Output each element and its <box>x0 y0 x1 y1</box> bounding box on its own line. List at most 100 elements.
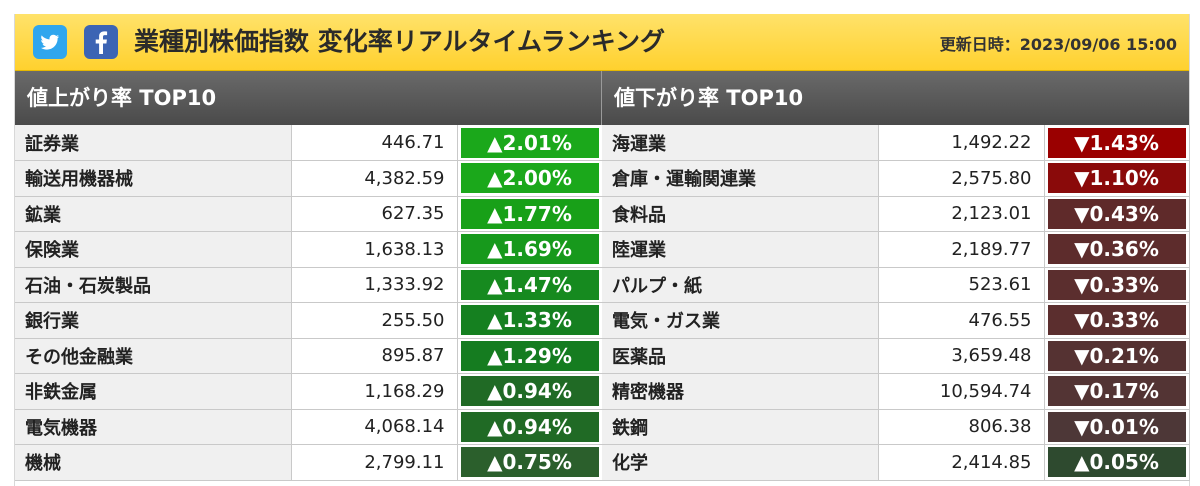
change-cell: ▲1.29% <box>457 338 603 374</box>
index-value: 1,333.92 <box>291 267 458 303</box>
page-title: 業種別株価指数 変化率リアルタイムランキング <box>134 27 665 56</box>
change-rate-badge: ▲0.75% <box>460 447 599 478</box>
table-row[interactable]: 電気・ガス業 476.55 ▼0.33% <box>602 302 1190 339</box>
change-cell: ▼0.43% <box>1044 196 1190 232</box>
sector-name: 倉庫・運輸関連業 <box>602 160 879 197</box>
change-cell: ▼0.33% <box>1044 302 1190 339</box>
table-row[interactable]: 倉庫・運輸関連業 2,575.80 ▼1.10% <box>602 160 1190 197</box>
change-rate-badge: ▼0.33% <box>1047 269 1186 300</box>
index-value: 895.87 <box>291 338 458 374</box>
table-row[interactable]: パルプ・紙 523.61 ▼0.33% <box>602 267 1190 303</box>
change-rate-badge: ▼0.33% <box>1047 305 1186 336</box>
change-rate-badge: ▲0.94% <box>460 376 599 407</box>
table-row[interactable]: 食料品 2,123.01 ▼0.43% <box>602 196 1190 232</box>
sector-name: 非鉄金属 <box>15 373 292 410</box>
change-rate-badge: ▲1.77% <box>460 198 599 229</box>
table-row[interactable]: 精密機器 10,594.74 ▼0.17% <box>602 373 1190 410</box>
change-rate-badge: ▼0.01% <box>1047 411 1186 442</box>
change-rate-badge: ▼0.36% <box>1047 234 1186 265</box>
sector-name: 食料品 <box>602 196 879 232</box>
table-row[interactable]: 銀行業 255.50 ▲1.33% <box>15 302 603 339</box>
table-row[interactable]: 輸送用機器械 4,382.59 ▲2.00% <box>15 160 603 197</box>
sector-name: 銀行業 <box>15 302 292 339</box>
table-row[interactable]: 陸運業 2,189.77 ▼0.36% <box>602 231 1190 268</box>
sector-name: 保険業 <box>15 231 292 268</box>
table-row[interactable]: その他金融業 895.87 ▲1.29% <box>15 338 603 374</box>
header-bar: 業種別株価指数 変化率リアルタイムランキング 更新日時：2023/09/06 1… <box>15 14 1189 71</box>
table-row[interactable]: 証券業 446.71 ▲2.01% <box>15 125 603 161</box>
facebook-share-button[interactable] <box>84 25 118 59</box>
change-rate-badge: ▲1.47% <box>460 269 599 300</box>
sector-name: パルプ・紙 <box>602 267 879 303</box>
change-rate-badge: ▲1.29% <box>460 340 599 371</box>
sector-name: 医薬品 <box>602 338 879 374</box>
ranking-widget: 業種別株価指数 変化率リアルタイムランキング 更新日時：2023/09/06 1… <box>14 14 1190 486</box>
index-value: 476.55 <box>878 302 1045 339</box>
index-value: 255.50 <box>291 302 458 339</box>
change-rate-badge: ▲1.33% <box>460 305 599 336</box>
updated-timestamp: 更新日時：2023/09/06 15:00 <box>939 35 1177 54</box>
change-rate-badge: ▼0.21% <box>1047 340 1186 371</box>
change-rate-badge: ▲0.94% <box>460 411 599 442</box>
index-value: 4,068.14 <box>291 409 458 445</box>
index-value: 2,123.01 <box>878 196 1045 232</box>
index-value: 446.71 <box>291 125 458 161</box>
sector-name: 電気機器 <box>15 409 292 445</box>
table-row[interactable]: 海運業 1,492.22 ▼1.43% <box>602 125 1190 161</box>
table-row[interactable]: 電気機器 4,068.14 ▲0.94% <box>15 409 603 445</box>
index-value: 523.61 <box>878 267 1045 303</box>
sector-name: 電気・ガス業 <box>602 302 879 339</box>
change-rate-badge: ▲0.05% <box>1047 447 1186 478</box>
change-cell: ▲1.47% <box>457 267 603 303</box>
change-rate-badge: ▲2.00% <box>460 163 599 194</box>
table-row[interactable]: 非鉄金属 1,168.29 ▲0.94% <box>15 373 603 410</box>
sector-name: 証券業 <box>15 125 292 161</box>
change-cell: ▼0.01% <box>1044 409 1190 445</box>
sector-name: 輸送用機器械 <box>15 160 292 197</box>
sector-name: 精密機器 <box>602 373 879 410</box>
sector-name: その他金融業 <box>15 338 292 374</box>
table-row[interactable]: 鉱業 627.35 ▲1.77% <box>15 196 603 232</box>
sector-name: 化学 <box>602 444 879 481</box>
change-cell: ▲1.77% <box>457 196 603 232</box>
sector-name: 石油・石炭製品 <box>15 267 292 303</box>
change-rate-badge: ▼1.43% <box>1047 127 1186 158</box>
losers-table: 海運業 1,492.22 ▼1.43% 倉庫・運輸関連業 2,575.80 ▼1.10% 食… <box>602 125 1190 481</box>
table-row[interactable]: 機械 2,799.11 ▲0.75% <box>15 444 603 481</box>
change-rate-badge: ▲1.69% <box>460 234 599 265</box>
sector-name: 海運業 <box>602 125 879 161</box>
change-cell: ▲2.01% <box>457 125 603 161</box>
index-value: 2,189.77 <box>878 231 1045 268</box>
change-cell: ▼0.36% <box>1044 231 1190 268</box>
change-cell: ▲1.33% <box>457 302 603 339</box>
change-cell: ▼1.43% <box>1044 125 1190 161</box>
change-cell: ▲0.05% <box>1044 444 1190 481</box>
table-row[interactable]: 医薬品 3,659.48 ▼0.21% <box>602 338 1190 374</box>
table-row[interactable]: 保険業 1,638.13 ▲1.69% <box>15 231 603 268</box>
change-cell: ▲2.00% <box>457 160 603 197</box>
twitter-share-button[interactable] <box>33 25 67 59</box>
change-cell: ▲1.69% <box>457 231 603 268</box>
change-cell: ▼0.21% <box>1044 338 1190 374</box>
change-rate-badge: ▲2.01% <box>460 127 599 158</box>
index-value: 627.35 <box>291 196 458 232</box>
change-cell: ▼1.10% <box>1044 160 1190 197</box>
losers-title: 値下がり率 TOP10 <box>602 71 1189 125</box>
table-row[interactable]: 鉄鋼 806.38 ▼0.01% <box>602 409 1190 445</box>
sector-name: 陸運業 <box>602 231 879 268</box>
change-cell: ▼0.17% <box>1044 373 1190 410</box>
change-cell: ▲0.94% <box>457 409 603 445</box>
table-row[interactable]: 化学 2,414.85 ▲0.05% <box>602 444 1190 481</box>
change-cell: ▲0.94% <box>457 373 603 410</box>
sector-name: 機械 <box>15 444 292 481</box>
index-value: 2,414.85 <box>878 444 1045 481</box>
index-value: 3,659.48 <box>878 338 1045 374</box>
index-value: 2,799.11 <box>291 444 458 481</box>
gainers-table: 証券業 446.71 ▲2.01% 輸送用機器械 4,382.59 ▲2.00% 鉱業 627… <box>15 125 603 481</box>
gainers-title: 値上がり率 TOP10 <box>15 71 602 125</box>
index-value: 1,638.13 <box>291 231 458 268</box>
index-value: 2,575.80 <box>878 160 1045 197</box>
sector-name: 鉱業 <box>15 196 292 232</box>
table-row[interactable]: 石油・石炭製品 1,333.92 ▲1.47% <box>15 267 603 303</box>
change-rate-badge: ▼0.17% <box>1047 376 1186 407</box>
